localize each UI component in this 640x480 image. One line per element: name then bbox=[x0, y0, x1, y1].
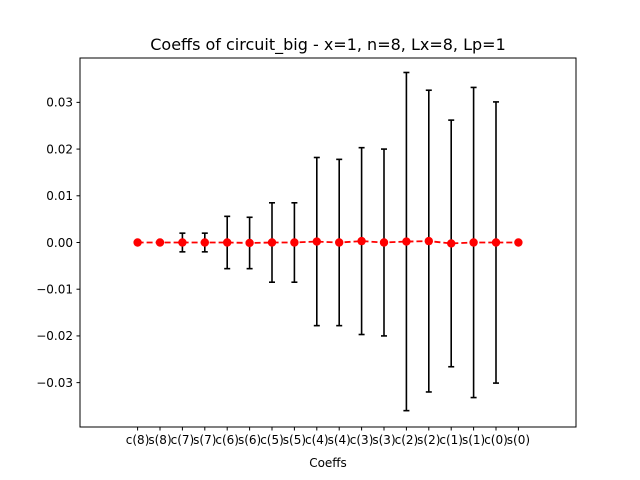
y-tick-label: −0.03 bbox=[36, 376, 73, 390]
x-tick-label: c(4) bbox=[305, 433, 329, 447]
data-point bbox=[133, 238, 142, 247]
y-tick-label: 0.01 bbox=[46, 189, 73, 203]
x-tick-label: c(3) bbox=[350, 433, 374, 447]
data-point bbox=[424, 236, 433, 246]
x-tick-label: c(8) bbox=[126, 433, 150, 447]
data-point bbox=[267, 238, 277, 247]
x-tick-label: s(8) bbox=[148, 433, 171, 447]
x-tick-label: s(7) bbox=[193, 433, 216, 447]
data-point bbox=[402, 237, 411, 246]
y-tick-label: −0.02 bbox=[36, 329, 73, 343]
x-tick-label: c(5) bbox=[260, 433, 284, 447]
data-series bbox=[133, 236, 523, 248]
x-tick-label: s(2) bbox=[417, 433, 440, 447]
data-point bbox=[245, 238, 254, 248]
data-point bbox=[469, 238, 478, 247]
data-point bbox=[223, 238, 232, 247]
data-point bbox=[155, 238, 165, 247]
x-tick-label: s(1) bbox=[462, 433, 485, 447]
data-point bbox=[290, 238, 299, 247]
data-point bbox=[312, 237, 321, 246]
x-tick-label: c(2) bbox=[395, 433, 419, 447]
x-tick-label: c(0) bbox=[484, 433, 508, 447]
x-tick-label: s(3) bbox=[372, 433, 395, 447]
data-point bbox=[178, 238, 187, 247]
x-tick-label: s(0) bbox=[507, 433, 530, 447]
x-tick-label: s(5) bbox=[283, 433, 306, 447]
y-tick-label: 0.00 bbox=[46, 236, 73, 250]
x-tick-label: s(4) bbox=[328, 433, 351, 447]
x-tick-label: c(6) bbox=[215, 433, 239, 447]
series-line bbox=[137, 240, 519, 245]
y-tick-label: −0.01 bbox=[36, 283, 73, 297]
chart-title: Coeffs of circuit_big - x=1, n=8, Lx=8, … bbox=[150, 35, 506, 55]
y-tick-label: 0.03 bbox=[46, 96, 73, 110]
x-axis-label: Coeffs bbox=[309, 456, 347, 470]
data-point bbox=[335, 238, 344, 247]
y-axis: −0.03 −0.02 −0.01 0.00 0.01 0.02 0.03 bbox=[36, 96, 80, 390]
data-point bbox=[200, 238, 209, 247]
x-axis: c(8)s(8)c(7)s(7)c(6)s(6)c(5)s(5)c(4)s(4)… bbox=[126, 427, 530, 447]
data-point bbox=[379, 238, 389, 247]
data-point bbox=[514, 238, 523, 247]
data-point bbox=[491, 238, 501, 247]
data-point bbox=[357, 236, 366, 246]
x-tick-label: c(7) bbox=[171, 433, 195, 447]
x-tick-label: c(1) bbox=[439, 433, 463, 447]
x-tick-label: s(6) bbox=[238, 433, 261, 447]
data-point bbox=[447, 239, 456, 248]
y-tick-label: 0.02 bbox=[46, 142, 73, 156]
